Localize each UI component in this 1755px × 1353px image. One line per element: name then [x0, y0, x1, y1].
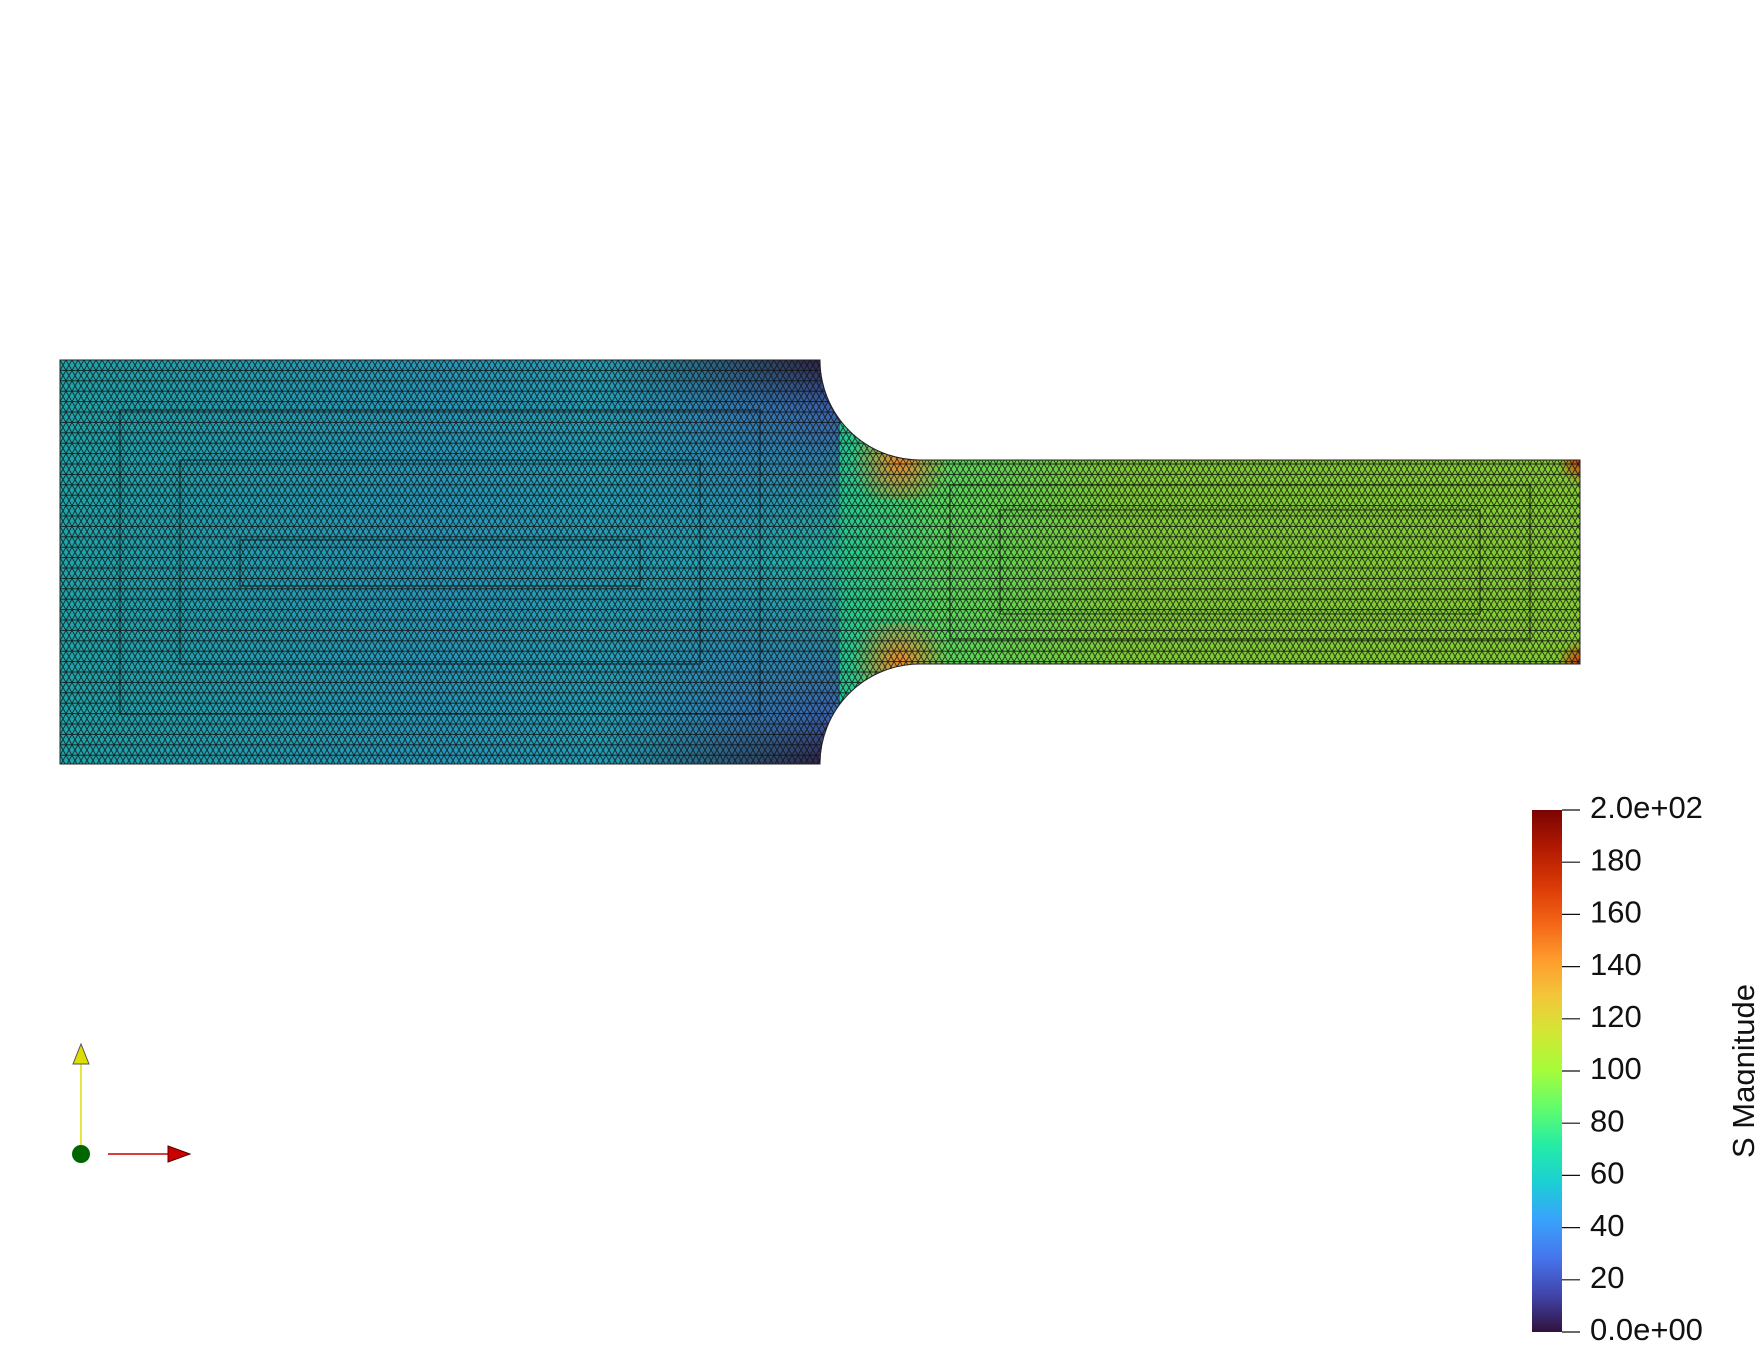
colorbar-title: S Magnitude: [1726, 984, 1755, 1158]
colorbar-tick-label: 120: [1590, 999, 1642, 1034]
colorbar-tick-label: 160: [1590, 895, 1642, 930]
colorbar-legend: 2.0e+02 180 160 140 120 100 80 60 40 20 0.0e+00 S …: [1532, 790, 1755, 1347]
colorbar-tick-label: 100: [1590, 1051, 1642, 1086]
triangle-mesh-overlay: [60, 360, 1580, 764]
colorbar-tick-label: 20: [1590, 1260, 1624, 1295]
z-axis-dot-icon: [72, 1145, 90, 1163]
colorbar-ramp: [1532, 810, 1562, 1332]
orientation-axes: [72, 1042, 192, 1163]
colorbar-tick-label: 0.0e+00: [1590, 1312, 1703, 1347]
y-axis-arrow-icon: [72, 1042, 90, 1065]
colorbar-ticks: 2.0e+02 180 160 140 120 100 80 60 40 20 0.0e+00: [1562, 790, 1703, 1347]
x-axis-arrow-icon: [167, 1145, 192, 1163]
colorbar-tick-label: 40: [1590, 1208, 1624, 1243]
mesh-inner-outlines: [119, 409, 1531, 715]
colorbar-tick-label: 60: [1590, 1156, 1624, 1191]
colorbar-tick-label: 80: [1590, 1103, 1624, 1138]
mesh-model[interactable]: [59, 359, 1581, 765]
colorbar-tick-label: 2.0e+02: [1590, 790, 1703, 825]
colorbar-tick-label: 140: [1590, 947, 1642, 982]
colorbar-tick-label: 180: [1590, 842, 1642, 877]
